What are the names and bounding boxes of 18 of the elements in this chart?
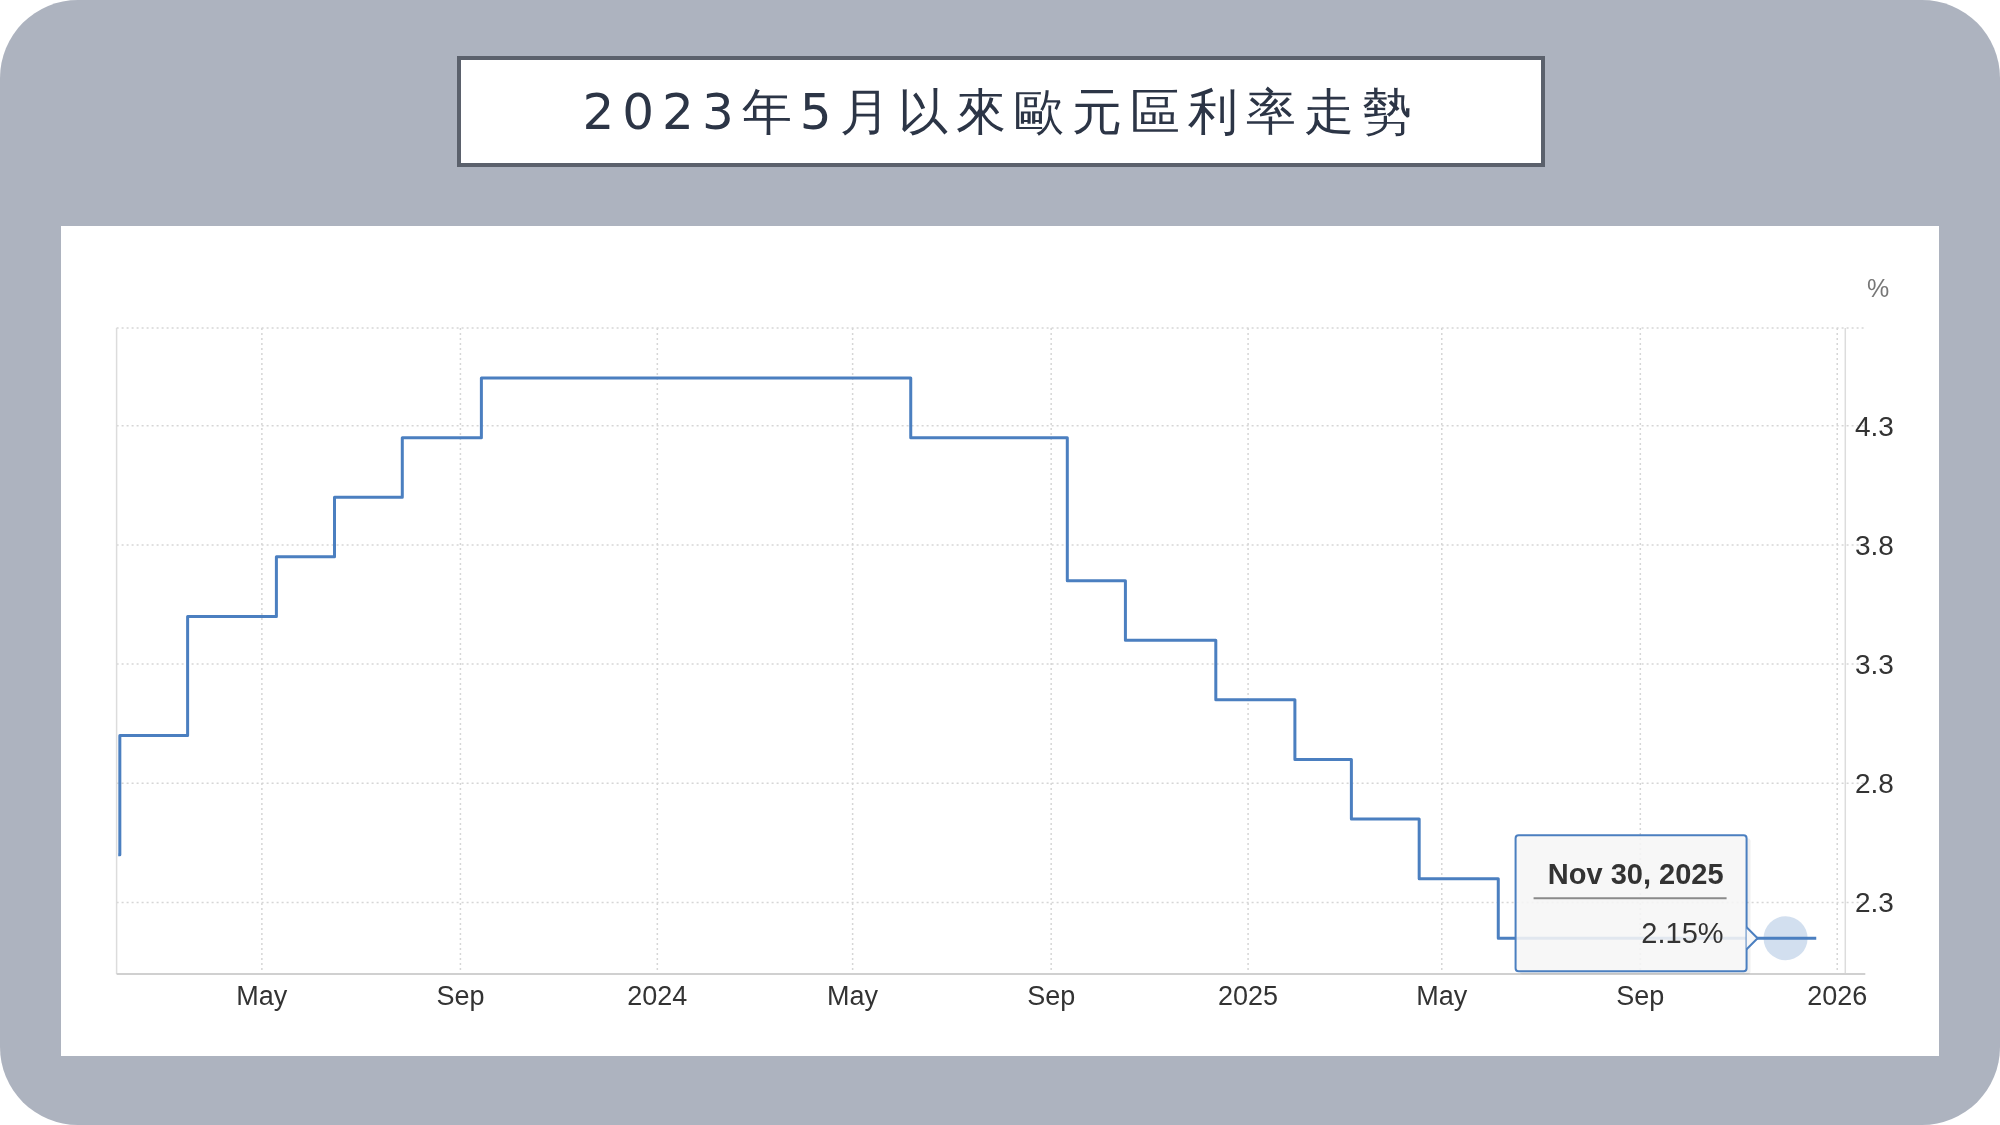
- x-tick-label: 2025: [1218, 981, 1279, 1011]
- x-tick-label: 2024: [627, 981, 688, 1011]
- y-tick-label: 2.8: [1855, 768, 1894, 800]
- x-tick-label: Sep: [1616, 981, 1665, 1011]
- chart-title: 2023年5月以來歐元區利率走勢: [582, 83, 1420, 141]
- y-axis-title: %: [1866, 274, 1890, 302]
- x-tick-label: May: [1416, 981, 1468, 1011]
- annotation: 2.15%: [1641, 917, 1724, 950]
- y-tick-label: 2.3: [1855, 887, 1894, 919]
- annotation: Nov 30, 2025: [1547, 858, 1724, 891]
- y-tick-label: 3.3: [1855, 649, 1894, 681]
- y-tick-label: 3.8: [1855, 529, 1894, 561]
- y-tick-label: 4.3: [1855, 410, 1894, 442]
- x-tick-label: May: [236, 981, 288, 1011]
- x-tick-label: May: [827, 981, 879, 1011]
- x-tick-label: Sep: [1027, 981, 1076, 1011]
- x-tick-label: 2026: [1807, 981, 1868, 1011]
- x-tick-label: Sep: [436, 981, 485, 1011]
